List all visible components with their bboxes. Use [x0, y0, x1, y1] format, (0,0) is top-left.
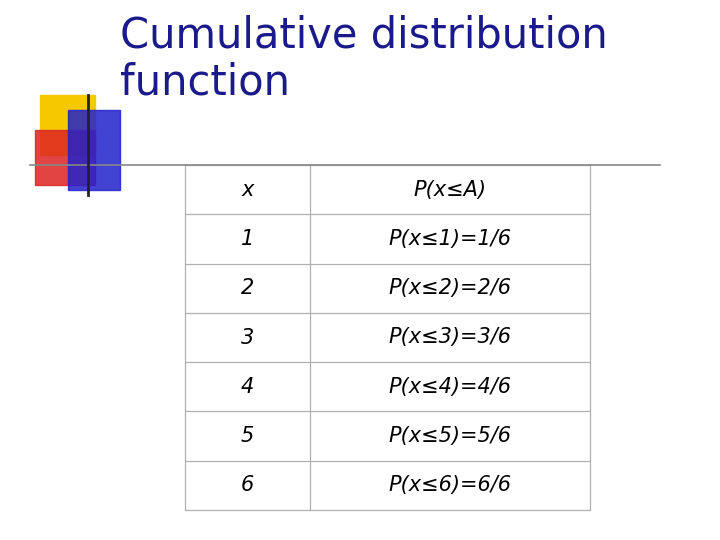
- Text: P(x≤2)=2/6: P(x≤2)=2/6: [389, 278, 511, 298]
- Text: P(x≤4)=4/6: P(x≤4)=4/6: [389, 377, 511, 397]
- Text: 3: 3: [241, 327, 254, 348]
- Text: 1: 1: [241, 229, 254, 249]
- Text: 2: 2: [241, 278, 254, 298]
- Text: P(x≤6)=6/6: P(x≤6)=6/6: [389, 475, 511, 495]
- Text: Cumulative distribution
function: Cumulative distribution function: [120, 15, 608, 104]
- Text: 5: 5: [241, 426, 254, 446]
- Text: P(x≤3)=3/6: P(x≤3)=3/6: [389, 327, 511, 348]
- Text: P(x≤A): P(x≤A): [413, 180, 487, 200]
- Text: x: x: [241, 180, 253, 200]
- Text: 6: 6: [241, 475, 254, 495]
- Bar: [35, 130, 95, 185]
- Bar: [40, 95, 95, 155]
- Text: P(x≤1)=1/6: P(x≤1)=1/6: [389, 229, 511, 249]
- Text: 4: 4: [241, 377, 254, 397]
- Bar: [68, 110, 120, 190]
- Text: P(x≤5)=5/6: P(x≤5)=5/6: [389, 426, 511, 446]
